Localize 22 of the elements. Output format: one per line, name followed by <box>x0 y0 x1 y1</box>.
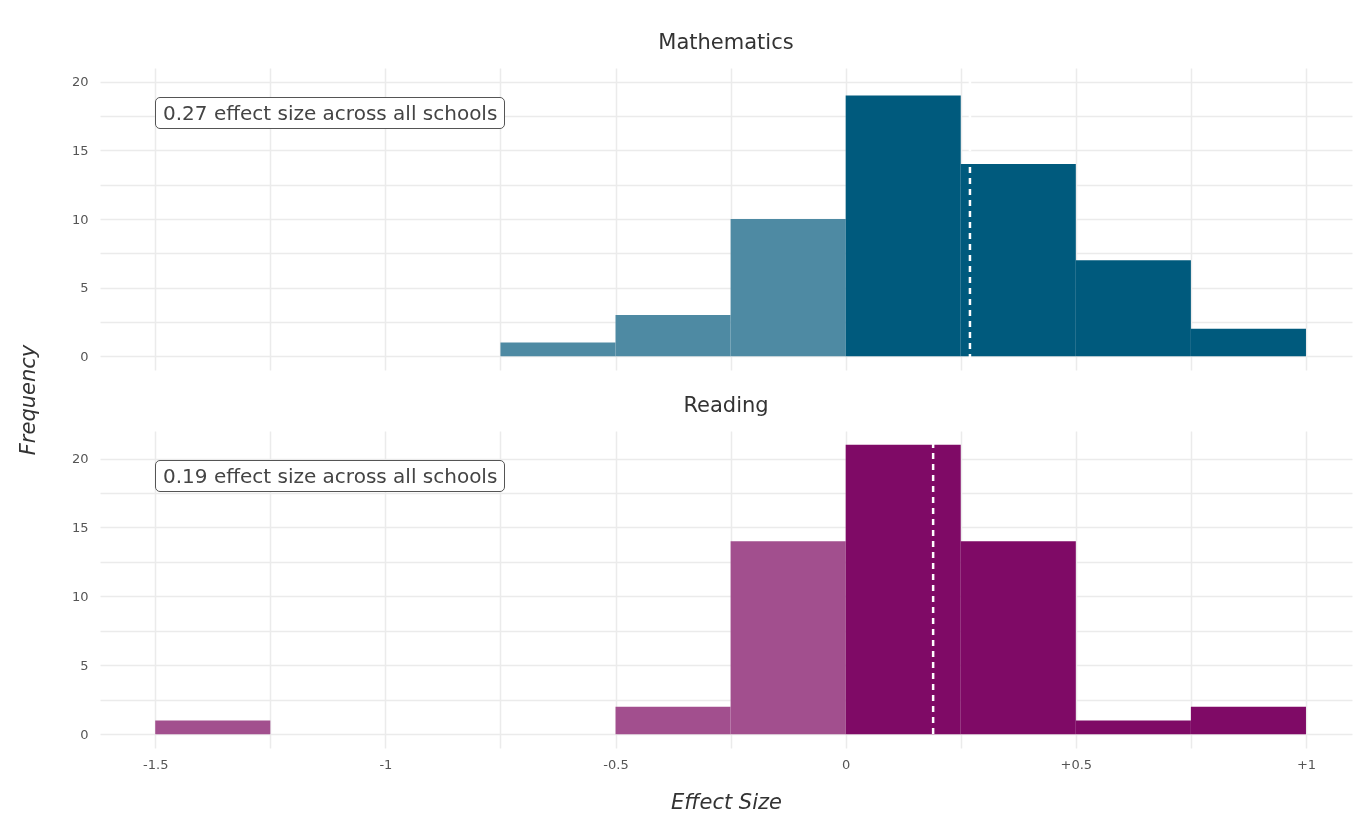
x-tick-label: -1.5 <box>143 756 169 772</box>
y-tick-label: 20 <box>71 74 89 90</box>
x-tick-label: +0.5 <box>1060 756 1093 772</box>
x-axis-title: Effect Size <box>671 789 782 814</box>
chart-title: Mathematics <box>658 29 794 54</box>
chart-title: Reading <box>683 392 769 417</box>
x-tick-label: -1 <box>379 756 393 772</box>
y-tick-label: 5 <box>80 280 89 296</box>
x-tick-label: +1 <box>1296 756 1317 772</box>
y-tick-label: 10 <box>71 588 89 604</box>
annotation: 0.19 effect size across all schools <box>155 460 506 492</box>
y-tick-label: 15 <box>71 142 89 158</box>
y-tick-label: 0 <box>80 348 89 364</box>
x-tick-label: -0.5 <box>603 756 629 772</box>
y-tick-label: 5 <box>80 657 89 673</box>
annotation: 0.27 effect size across all schools <box>155 97 506 129</box>
y-tick-label: 15 <box>71 519 89 535</box>
y-tick-label: 0 <box>80 726 89 742</box>
y-tick-label: 20 <box>71 451 89 467</box>
y-axis-title: Frequency <box>16 344 40 456</box>
y-tick-label: 10 <box>71 211 89 227</box>
x-tick-label: 0 <box>842 756 851 772</box>
